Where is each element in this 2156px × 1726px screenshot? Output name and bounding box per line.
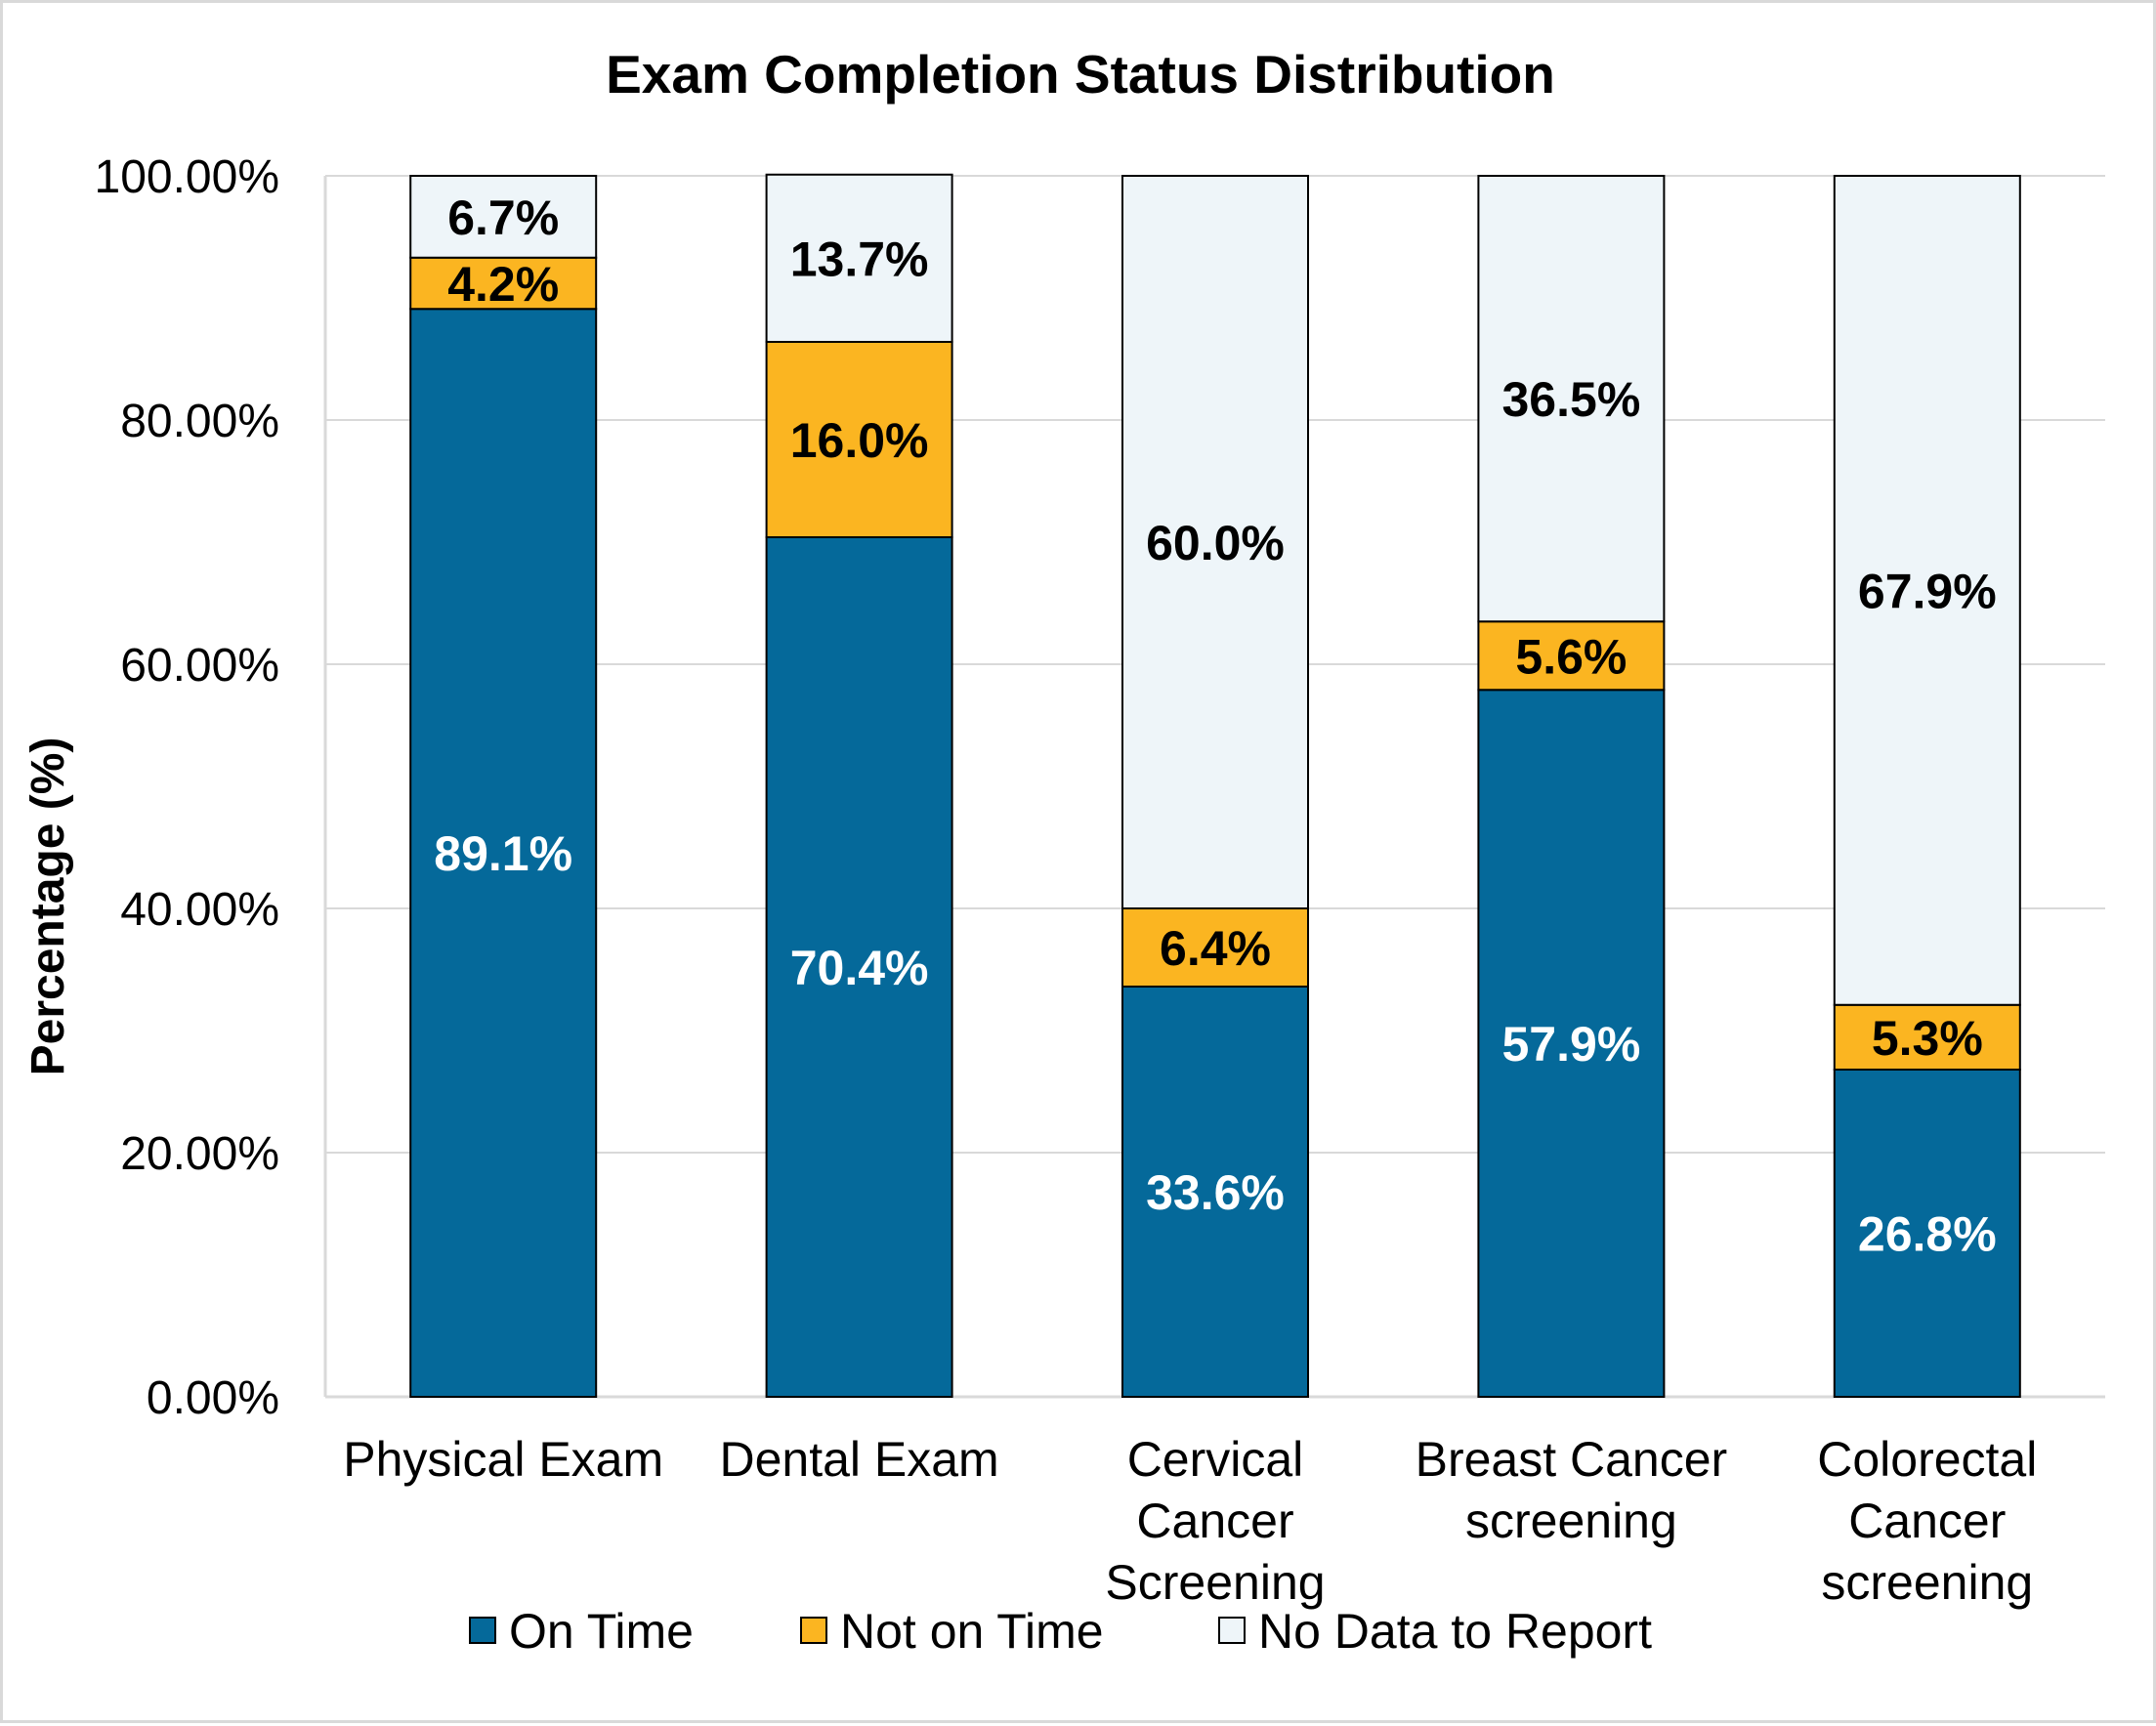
legend-swatch xyxy=(469,1617,496,1644)
x-category-label: Cervical xyxy=(1127,1432,1304,1487)
x-category-label: Screening xyxy=(1105,1555,1325,1610)
data-label: 60.0% xyxy=(1146,516,1285,570)
bar-segment xyxy=(765,173,953,343)
data-label: 36.5% xyxy=(1502,372,1641,427)
data-label: 6.4% xyxy=(1160,921,1271,976)
data-label: 26.8% xyxy=(1858,1207,1997,1262)
bar-segment xyxy=(765,341,953,538)
bar-segment xyxy=(1121,907,1309,988)
bar-segment xyxy=(1833,175,2021,1006)
x-category-label: Colorectal xyxy=(1817,1432,2037,1487)
y-axis-title: Percentage (%) xyxy=(22,737,74,1076)
bar-segment xyxy=(1477,620,1666,692)
y-tick-label: 100.00% xyxy=(95,151,280,203)
data-label: 57.9% xyxy=(1502,1017,1641,1072)
x-category-label: screening xyxy=(1465,1494,1677,1548)
y-tick-label: 20.00% xyxy=(120,1128,279,1180)
data-label: 5.6% xyxy=(1515,629,1627,684)
bar-segment xyxy=(1121,986,1309,1398)
data-label: 33.6% xyxy=(1146,1165,1285,1220)
data-label: 70.4% xyxy=(790,941,929,995)
axes: 0.00% 20.00% 40.00% 60.00% 80.00% 100.00% xyxy=(95,151,2105,1424)
legend-label: On Time xyxy=(509,1604,694,1659)
legend-swatch xyxy=(800,1617,827,1644)
data-label: 6.7% xyxy=(447,190,559,245)
data-label: 13.7% xyxy=(790,232,929,286)
bars xyxy=(409,173,2021,1398)
bar-segment xyxy=(1833,1069,2021,1398)
stacked-bar-chart: Exam Completion Status Distribution Perc… xyxy=(22,44,2105,1659)
legend-swatch xyxy=(1218,1617,1246,1644)
chart-title: Exam Completion Status Distribution xyxy=(606,44,1555,105)
bar-segment xyxy=(1121,175,1309,909)
bar-segment xyxy=(409,308,598,1398)
y-tick-label: 60.00% xyxy=(120,640,279,692)
data-label: 16.0% xyxy=(790,413,929,468)
y-tick-label: 80.00% xyxy=(120,396,279,447)
legend-label: Not on Time xyxy=(840,1604,1104,1659)
data-label: 67.9% xyxy=(1858,564,1997,618)
bar-segment xyxy=(1833,1003,2021,1071)
y-tick-label: 40.00% xyxy=(120,884,279,936)
x-category-label: Breast Cancer xyxy=(1416,1432,1728,1487)
bar-segment xyxy=(1477,689,1666,1398)
x-category-label: Physical Exam xyxy=(343,1432,663,1487)
bar-segment xyxy=(409,175,598,259)
y-tick-label: 0.00% xyxy=(147,1372,279,1424)
legend: On Time Not on Time No Data to Report xyxy=(469,1604,1652,1659)
data-label: 4.2% xyxy=(447,257,559,312)
x-category-label: screening xyxy=(1821,1555,2033,1610)
data-label: 5.3% xyxy=(1872,1011,1983,1066)
bar-segment xyxy=(765,536,953,1398)
data-label: 89.1% xyxy=(434,826,572,881)
data-labels: 89.1% 4.2% 6.7% 70.4% 16.0% 13.7% 33.6% 6.4% 60.… xyxy=(434,190,1996,1262)
x-category-label: Cancer xyxy=(1136,1494,1293,1548)
x-category-label: Cancer xyxy=(1848,1494,2006,1548)
bar-segment xyxy=(409,256,598,311)
x-category-label: Dental Exam xyxy=(719,1432,998,1487)
legend-label: No Data to Report xyxy=(1258,1604,1652,1659)
bar-segment xyxy=(1477,175,1666,623)
category-labels: Physical Exam Dental Exam Cervical Cancer Sc… xyxy=(343,1432,2037,1610)
